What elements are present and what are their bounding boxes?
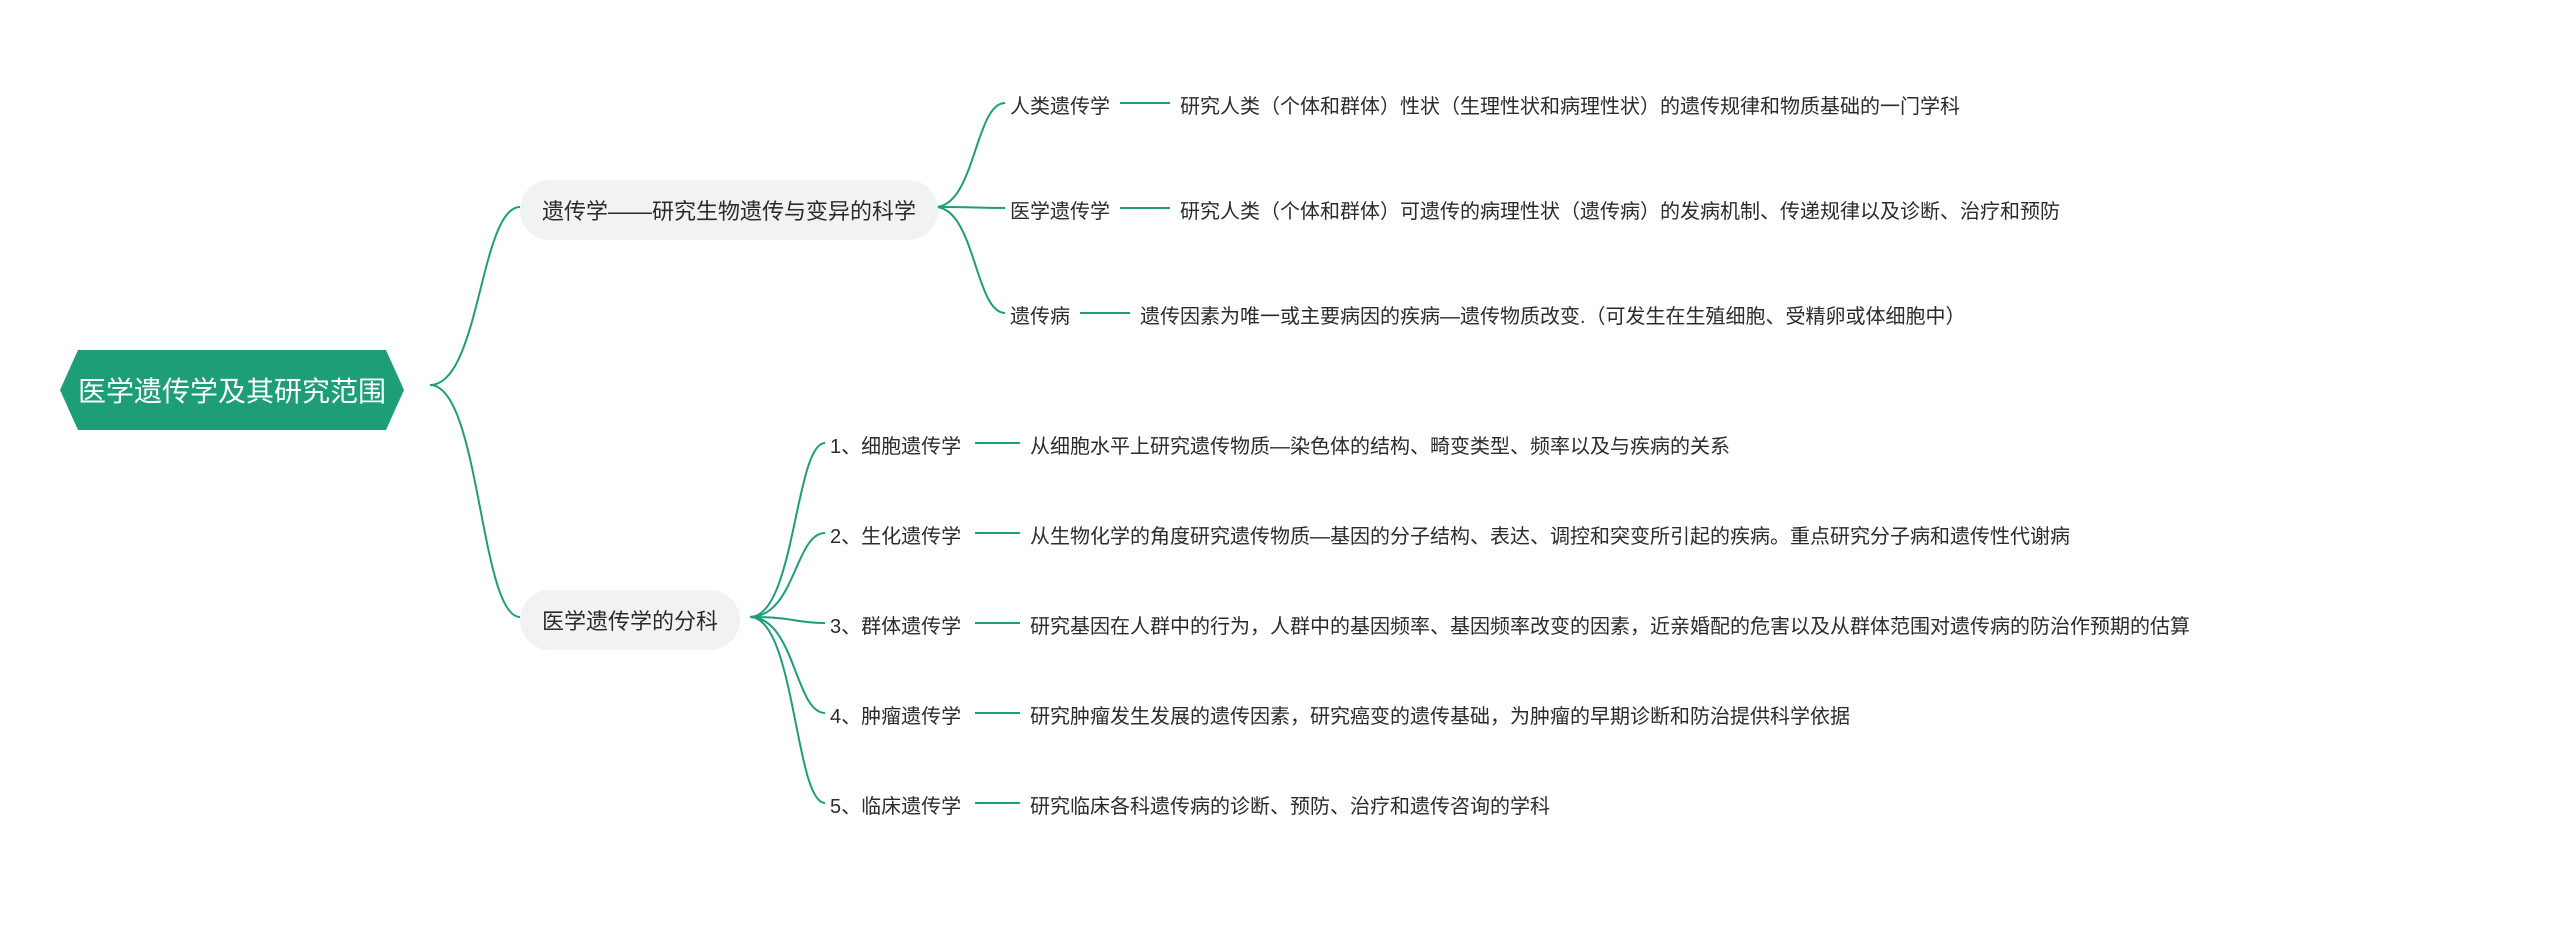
leaf-desc-biochem-genetics: 从生物化学的角度研究遗传物质—基因的分子结构、表达、调控和突变所引起的疾病。重点…	[1030, 520, 2070, 549]
leaf-desc-hereditary-disease: 遗传因素为唯一或主要病因的疾病—遗传物质改变.（可发生在生殖细胞、受精卵或体细胞…	[1140, 300, 1966, 329]
leaf-title-human-genetics[interactable]: 人类遗传学	[1010, 90, 1110, 119]
branch-node-subdisciplines[interactable]: 医学遗传学的分科	[520, 590, 740, 650]
leaf-title-clinical-genetics[interactable]: 5、临床遗传学	[830, 790, 961, 819]
branch-node-genetics[interactable]: 遗传学——研究生物遗传与变异的科学	[520, 180, 938, 240]
leaf-desc-clinical-genetics: 研究临床各科遗传病的诊断、预防、治疗和遗传咨询的学科	[1030, 790, 1550, 819]
root-node[interactable]: 医学遗传学及其研究范围	[60, 350, 404, 430]
leaf-title-hereditary-disease[interactable]: 遗传病	[1010, 300, 1070, 329]
leaf-title-population-genetics[interactable]: 3、群体遗传学	[830, 610, 961, 639]
leaf-desc-oncogenetics: 研究肿瘤发生发展的遗传因素，研究癌变的遗传基础，为肿瘤的早期诊断和防治提供科学依…	[1030, 700, 1850, 729]
branch-2-label: 医学遗传学的分科	[542, 609, 718, 634]
leaf-desc-human-genetics: 研究人类（个体和群体）性状（生理性状和病理性状）的遗传规律和物质基础的一门学科	[1180, 90, 1960, 119]
leaf-desc-population-genetics: 研究基因在人群中的行为，人群中的基因频率、基因频率改变的因素，近亲婚配的危害以及…	[1030, 610, 2190, 639]
leaf-title-medical-genetics[interactable]: 医学遗传学	[1010, 195, 1110, 224]
root-label: 医学遗传学及其研究范围	[78, 376, 386, 407]
leaf-title-cytogenetics[interactable]: 1、细胞遗传学	[830, 430, 961, 459]
leaf-title-biochem-genetics[interactable]: 2、生化遗传学	[830, 520, 961, 549]
branch-1-label: 遗传学——研究生物遗传与变异的科学	[542, 199, 916, 224]
leaf-desc-medical-genetics: 研究人类（个体和群体）可遗传的病理性状（遗传病）的发病机制、传递规律以及诊断、治…	[1180, 195, 2060, 224]
leaf-title-oncogenetics[interactable]: 4、肿瘤遗传学	[830, 700, 961, 729]
leaf-desc-cytogenetics: 从细胞水平上研究遗传物质—染色体的结构、畸变类型、频率以及与疾病的关系	[1030, 430, 1730, 459]
